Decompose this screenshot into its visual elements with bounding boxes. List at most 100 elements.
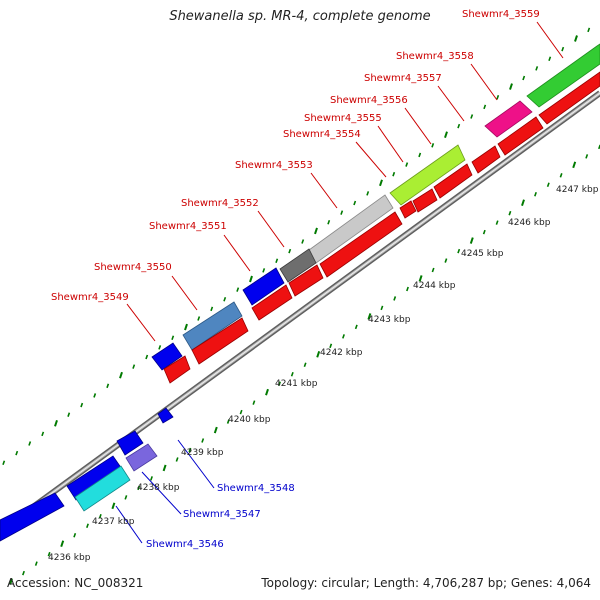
summary-text: Topology: circular; Length: 4,706,287 bp… xyxy=(261,576,591,590)
gene-shewmr4-3552-feature[interactable] xyxy=(279,248,317,283)
tick-mark xyxy=(470,114,474,119)
gene-label-shewmr4-3558[interactable]: Shewmr4_3558 xyxy=(396,51,474,62)
tick-mark xyxy=(457,248,461,254)
tick-mark xyxy=(184,323,188,331)
scale-label: 4246 kbp xyxy=(508,218,551,228)
scale-label: 4245 kbp xyxy=(461,249,504,259)
scale-label: 4236 kbp xyxy=(48,553,91,563)
tick-mark xyxy=(213,426,218,434)
gene-label-shewmr4-3550[interactable]: Shewmr4_3550 xyxy=(94,262,172,273)
tick-mark xyxy=(73,532,77,538)
tick-mark xyxy=(405,162,409,167)
gene-label-shewmr4-3553[interactable]: Shewmr4_3553 xyxy=(235,160,313,171)
tick-mark xyxy=(15,450,19,456)
tick-mark xyxy=(93,393,97,398)
gene-label-shewmr4-3551[interactable]: Shewmr4_3551 xyxy=(149,221,227,232)
tick-mark xyxy=(574,35,578,42)
tick-mark xyxy=(406,286,409,292)
tick-mark xyxy=(301,239,305,244)
gene-label-shewmr4-3559[interactable]: Shewmr4_3559 xyxy=(462,9,540,20)
tick-mark xyxy=(572,161,577,169)
tick-mark xyxy=(106,383,110,389)
tick-mark xyxy=(2,460,6,466)
scale-label: 4247 kbp xyxy=(556,185,599,195)
tick-mark xyxy=(483,104,487,110)
tick-mark xyxy=(41,431,45,437)
gene-labels: Shewmr4_3546 Shewmr4_3547 Shewmr4_3548 Shew… xyxy=(51,9,540,550)
tick-mark xyxy=(158,345,162,350)
leader-line xyxy=(257,210,285,248)
tick-mark xyxy=(509,83,513,90)
tick-mark xyxy=(67,412,71,417)
gene-shewmr4-3548-feature[interactable] xyxy=(157,407,174,424)
leader-line xyxy=(404,107,432,145)
tick-mark xyxy=(457,123,461,129)
tick-mark xyxy=(379,179,383,187)
tick-mark xyxy=(585,154,589,159)
gene-shewmr4-3551-feature[interactable] xyxy=(242,267,285,306)
page-title: Shewanella sp. MR-4, complete genome xyxy=(169,9,431,24)
tick-mark xyxy=(28,441,32,446)
gene-label-shewmr4-3556[interactable]: Shewmr4_3556 xyxy=(330,95,408,106)
tick-mark xyxy=(342,334,345,339)
tick-mark xyxy=(86,523,89,529)
tick-mark xyxy=(418,152,422,158)
gene-label-shewmr4-3552[interactable]: Shewmr4_3552 xyxy=(181,198,259,209)
tick-mark xyxy=(171,335,175,340)
tick-mark xyxy=(262,268,266,273)
tick-mark xyxy=(496,94,500,100)
gene-label-shewmr4-3554[interactable]: Shewmr4_3554 xyxy=(283,129,361,140)
tick-mark xyxy=(201,438,205,443)
gene-label-shewmr4-3549[interactable]: Shewmr4_3549 xyxy=(51,292,129,303)
tick-mark xyxy=(80,402,84,408)
leader-line xyxy=(171,275,198,311)
tick-mark xyxy=(482,229,486,235)
tick-mark xyxy=(353,200,357,206)
gene-shewmr4-3559-feature[interactable] xyxy=(526,43,600,108)
tick-mark xyxy=(392,171,396,177)
tick-mark xyxy=(534,191,537,197)
tick-mark xyxy=(162,464,167,472)
gene-shewmr4-3547-feature[interactable] xyxy=(125,443,158,472)
scale-label: 4243 kbp xyxy=(368,315,411,325)
scale-label: 4241 kbp xyxy=(275,379,318,389)
leader-line xyxy=(177,439,215,489)
gene-shewmr4-3548b-feature[interactable] xyxy=(116,430,144,456)
tick-mark xyxy=(548,56,552,62)
tick-mark xyxy=(535,66,539,71)
gene-shewmr4-3546b-feature[interactable] xyxy=(74,465,131,512)
tick-mark xyxy=(175,457,179,462)
outer-tick-marks xyxy=(2,27,591,466)
tick-mark xyxy=(239,409,243,415)
tick-mark xyxy=(431,143,435,148)
tick-mark xyxy=(290,371,294,377)
gene-shewmr4-3558-feature[interactable] xyxy=(484,100,533,138)
reverse-strand-features xyxy=(163,71,600,384)
tick-mark xyxy=(111,502,116,510)
inner-tick-marks xyxy=(9,144,600,585)
tick-mark xyxy=(47,551,51,557)
gene-label-shewmr4-3547[interactable]: Shewmr4_3547 xyxy=(183,509,261,520)
tick-mark xyxy=(366,191,370,196)
tick-mark xyxy=(314,227,318,235)
tick-mark xyxy=(340,210,344,215)
gene-label-shewmr4-3548[interactable]: Shewmr4_3548 xyxy=(217,483,295,494)
gene-shewmr4-3545-feature[interactable] xyxy=(0,492,65,542)
gene-label-shewmr4-3557[interactable]: Shewmr4_3557 xyxy=(364,73,442,84)
tick-mark xyxy=(150,476,153,481)
tick-mark xyxy=(132,364,136,369)
gene-shewmr4-3549-feature[interactable] xyxy=(151,342,183,371)
leader-line xyxy=(377,125,404,163)
gene-label-shewmr4-3546[interactable]: Shewmr4_3546 xyxy=(146,539,224,550)
gene-label-shewmr4-3555[interactable]: Shewmr4_3555 xyxy=(304,113,382,124)
gene-shewmr4-3550-feature[interactable] xyxy=(182,301,243,351)
scale-labels: 4236 kbp 4237 kbp 4238 kbp 4239 kbp 4240 kbp… xyxy=(48,185,599,563)
genome-backbone xyxy=(0,90,600,534)
tick-mark xyxy=(137,485,141,491)
gene-shewmr4-3554-feature[interactable] xyxy=(389,144,466,206)
tick-mark xyxy=(275,258,279,264)
tick-mark xyxy=(288,248,292,254)
tick-mark xyxy=(34,561,38,566)
tick-mark xyxy=(197,316,201,321)
